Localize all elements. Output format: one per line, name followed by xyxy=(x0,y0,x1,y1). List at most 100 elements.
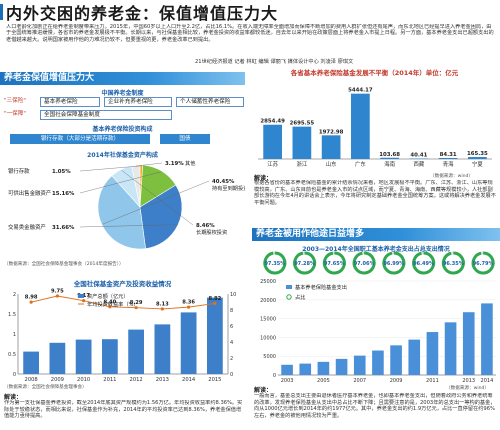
headline: 内外交困的养老金：保值增值压力大 xyxy=(6,4,279,23)
combo-legend: 资产总额（亿元）年均投资收益率（%） xyxy=(78,292,139,308)
invest-title: 基本养老保险投资构成 xyxy=(92,126,153,133)
return-label: 8.40 xyxy=(103,299,116,305)
return-point xyxy=(108,305,112,309)
return-label: 8.82 xyxy=(208,296,221,302)
province-x-tick: 广东 xyxy=(355,160,366,168)
asset-bar xyxy=(102,339,118,374)
expense-bar xyxy=(444,322,457,375)
province-value-label: 5444.17 xyxy=(348,88,373,94)
pie-slice xyxy=(139,184,183,249)
donut-title: 2003—2014年全国职工基本养老金支出占总支出情况 xyxy=(302,246,450,253)
expense-bar xyxy=(353,355,366,375)
expense-bar xyxy=(299,363,312,375)
expense-bar xyxy=(335,358,348,375)
return-label: 8.29 xyxy=(130,300,143,306)
y-right-tick: 2 xyxy=(230,356,233,362)
y-tick: 0 xyxy=(273,373,276,379)
donut-arc xyxy=(441,251,465,275)
province-chart-title: 各省基本养老保险基金发展不平衡（2014年）单位：亿元 xyxy=(290,69,459,77)
combo-source: （数据来源：全国社会保障基金理事会） xyxy=(4,385,87,390)
right-band-title: 养老金被用作他途日益增多 xyxy=(252,228,500,241)
return-label: 9.75 xyxy=(51,289,64,295)
donut-arc xyxy=(382,251,406,275)
x-tick: 2015 xyxy=(208,377,221,383)
x-tick: 2011 xyxy=(426,378,439,384)
donut-label: 97.65% xyxy=(324,261,345,267)
donut-label: 96.99% xyxy=(383,261,404,267)
pie-labels: 银行存款 1.05% 可供出售金融资产 15.16% 交易类金融资产 31.66% 40.4… xyxy=(8,159,245,236)
y-left-tick: 1 xyxy=(13,332,16,338)
left-band-title: 养老金保值增值压力大 xyxy=(0,72,245,85)
x-tick: 2009 xyxy=(390,378,403,384)
expense-bar xyxy=(462,312,475,375)
return-label: 8.13 xyxy=(156,301,169,307)
return-point xyxy=(160,307,164,311)
pie-slices xyxy=(97,164,183,250)
donut-arc xyxy=(322,251,346,275)
page-header: 内外交困的养老金：保值增值压力大 xyxy=(0,0,500,24)
asset-bar xyxy=(180,312,197,374)
pie-label-pct: 31.66% xyxy=(52,225,75,231)
x-tick: 2009 xyxy=(51,377,64,383)
return-line xyxy=(31,295,215,310)
x-tick: 2010 xyxy=(77,377,90,383)
x-tick: 2011 xyxy=(103,377,116,383)
donut-arc xyxy=(412,251,436,275)
asset-bar xyxy=(207,297,223,374)
province-note-head: 解读： xyxy=(254,175,273,182)
y-right-tick: 10 xyxy=(230,292,236,298)
pie-label-name: 其他 xyxy=(185,159,195,167)
return-point xyxy=(55,294,59,298)
donut-label: 97.28% xyxy=(294,261,315,267)
pie-leader xyxy=(79,224,178,228)
donut-label: 97.06% xyxy=(354,261,375,267)
asset-bar xyxy=(128,329,144,374)
expense-bar xyxy=(317,361,330,375)
y-left-tick: 0.5 xyxy=(8,352,16,358)
pie-label-pct: 1.05% xyxy=(52,169,71,175)
expense-bar xyxy=(390,345,402,375)
province-value-label: 84.31 xyxy=(440,152,457,158)
pie-label-name: 持有至到期投资 xyxy=(212,184,245,192)
province-bar xyxy=(292,126,312,159)
asset-bar xyxy=(49,342,66,374)
province-x-tick: 海南 xyxy=(384,160,395,168)
right-note: 一般而言，基金总支出主要由退休者医疗基本养老金，也即基本养老金支出，但随着政府公… xyxy=(254,393,496,419)
province-source: （数据来源：wind） xyxy=(430,174,474,179)
province-value-label: 165.35 xyxy=(467,151,488,157)
byline: 21世纪经济报道 记者 林虹 编辑 谭丽飞 媒体设计中心 刘凌泽 廖琪文 xyxy=(195,59,354,65)
expense-bar xyxy=(481,303,493,375)
x-tick: 2014 xyxy=(182,377,196,383)
return-point xyxy=(134,306,138,310)
province-note: 根据各省份的基本养老保险基金的累计结余情况来看，地区发展极不平衡。广东、江苏、浙… xyxy=(254,180,496,206)
pillar1-box-3: 个人储蓄性养老保险 xyxy=(176,97,244,107)
combo-title: 全国社保基金资产及投资收益情况 xyxy=(73,280,172,288)
donut-arc xyxy=(471,251,495,275)
province-bar xyxy=(438,157,458,159)
pie-title: 2014年社保基金资产构成 xyxy=(87,152,158,159)
return-point xyxy=(213,301,217,306)
donut-label: 96.49% xyxy=(413,261,434,267)
y-tick: 25000 xyxy=(260,279,276,285)
asset-bar xyxy=(75,339,92,374)
donut-arc xyxy=(352,251,376,275)
return-point xyxy=(29,300,33,304)
pie-label-name: 交易类金融资产 xyxy=(8,223,46,231)
combo-axes: 0 0.5 1 1.5 2 0 2 4 6 8 10 2008 2009 2010 2011 2012 2013… xyxy=(8,292,236,383)
legend-label-line: 年均投资收益率（%） xyxy=(87,300,139,308)
asset-bar xyxy=(23,351,39,374)
province-bar xyxy=(468,157,487,159)
x-tick: 2013 xyxy=(462,378,475,384)
province-x-tick: 山东 xyxy=(326,160,337,168)
donut-arc xyxy=(293,251,317,275)
expense-bar xyxy=(281,364,293,375)
return-point xyxy=(82,299,86,303)
y-left-tick: 1.5 xyxy=(8,312,16,318)
province-x-tick: 西藏 xyxy=(413,160,424,168)
province-x-tick: 宁夏 xyxy=(472,160,483,168)
right-source: （数据来源：wind） xyxy=(446,386,490,391)
y-right-tick: 0 xyxy=(230,372,233,378)
header-accent xyxy=(0,4,3,20)
expense-bar xyxy=(426,332,439,375)
